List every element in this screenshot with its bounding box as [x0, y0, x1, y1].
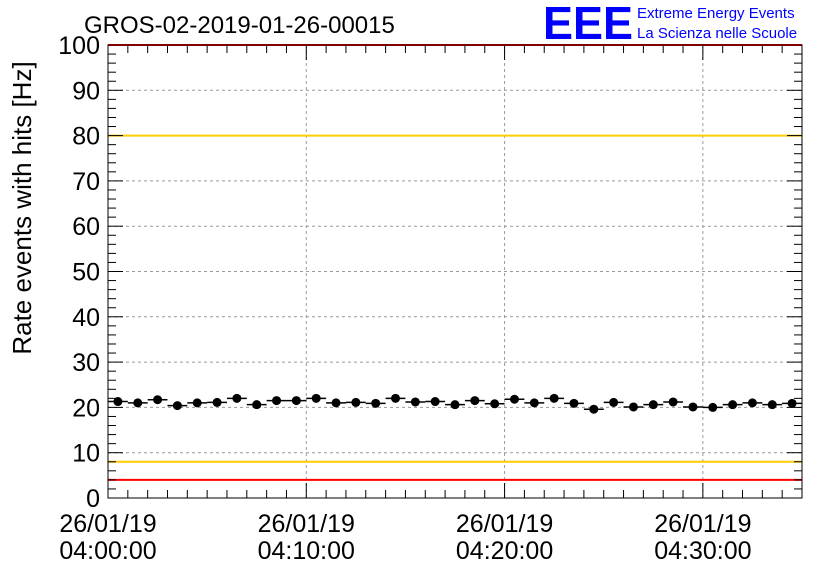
- axis-ticks: [107, 44, 802, 499]
- logo-line-2: La Scienza nelle Scuole: [637, 25, 797, 42]
- data-point: [351, 397, 361, 407]
- x-tick-date: 26/01/19: [654, 510, 751, 538]
- data-point: [113, 397, 123, 407]
- y-tick-label: 10: [72, 440, 100, 468]
- data-point: [628, 402, 638, 412]
- data-point: [212, 397, 222, 407]
- data-point: [391, 393, 401, 403]
- data-point: [728, 400, 738, 410]
- data-point: [509, 394, 519, 404]
- y-tick-label: 100: [58, 32, 100, 60]
- data-point: [470, 396, 480, 406]
- data-point: [172, 401, 182, 411]
- data-point: [767, 400, 777, 410]
- data-point: [529, 398, 539, 408]
- data-point: [232, 393, 242, 403]
- data-point: [648, 400, 658, 410]
- data-point: [569, 398, 579, 408]
- data-point: [708, 402, 718, 412]
- x-tick-time: 04:20:00: [456, 537, 553, 565]
- eee-logo: EEE Extreme Energy Events La Scienza nel…: [543, 0, 797, 49]
- data-point: [133, 398, 143, 408]
- data-point: [609, 397, 619, 407]
- y-tick-label: 80: [72, 123, 100, 151]
- x-tick-labels: 26/01/1904:00:0026/01/1904:10:0026/01/19…: [59, 510, 751, 565]
- data-point: [688, 402, 698, 412]
- y-tick-label: 60: [72, 213, 100, 241]
- data-point: [787, 398, 797, 408]
- data-series: [108, 393, 802, 414]
- data-point: [668, 397, 678, 407]
- x-tick-date: 26/01/19: [456, 510, 553, 538]
- logo-line-1: Extreme Energy Events: [637, 5, 795, 22]
- data-point: [549, 393, 559, 403]
- data-point: [153, 395, 163, 405]
- y-tick-label: 40: [72, 304, 100, 332]
- data-point: [371, 398, 381, 408]
- y-tick-label: 20: [72, 394, 100, 422]
- data-point: [331, 398, 341, 408]
- x-tick-date: 26/01/19: [258, 510, 355, 538]
- data-point: [311, 393, 321, 403]
- y-tick-label: 90: [72, 77, 100, 105]
- x-tick-time: 04:00:00: [59, 537, 156, 565]
- data-point: [589, 404, 599, 414]
- data-point: [430, 397, 440, 407]
- data-point: [410, 397, 420, 407]
- chart-title: GROS-02-2019-01-26-00015: [84, 12, 395, 39]
- y-tick-label: 70: [72, 168, 100, 196]
- data-point: [490, 399, 500, 409]
- data-point: [252, 400, 262, 410]
- logo-text: EEE: [543, 0, 633, 49]
- data-point: [192, 398, 202, 408]
- x-tick-time: 04:10:00: [258, 537, 355, 565]
- y-tick-labels: 0 10 20 30 40 50 60 70 80 90 100: [58, 32, 100, 513]
- x-tick-date: 26/01/19: [59, 510, 156, 538]
- y-tick-label: 30: [72, 349, 100, 377]
- data-point: [747, 398, 757, 408]
- data-point: [450, 400, 460, 410]
- y-tick-label: 50: [72, 259, 100, 287]
- data-point: [291, 396, 301, 406]
- y-axis-label: Rate events with hits [Hz]: [7, 61, 37, 354]
- x-tick-time: 04:30:00: [654, 537, 751, 565]
- data-point: [272, 396, 282, 406]
- y-tick-label: 0: [86, 485, 100, 513]
